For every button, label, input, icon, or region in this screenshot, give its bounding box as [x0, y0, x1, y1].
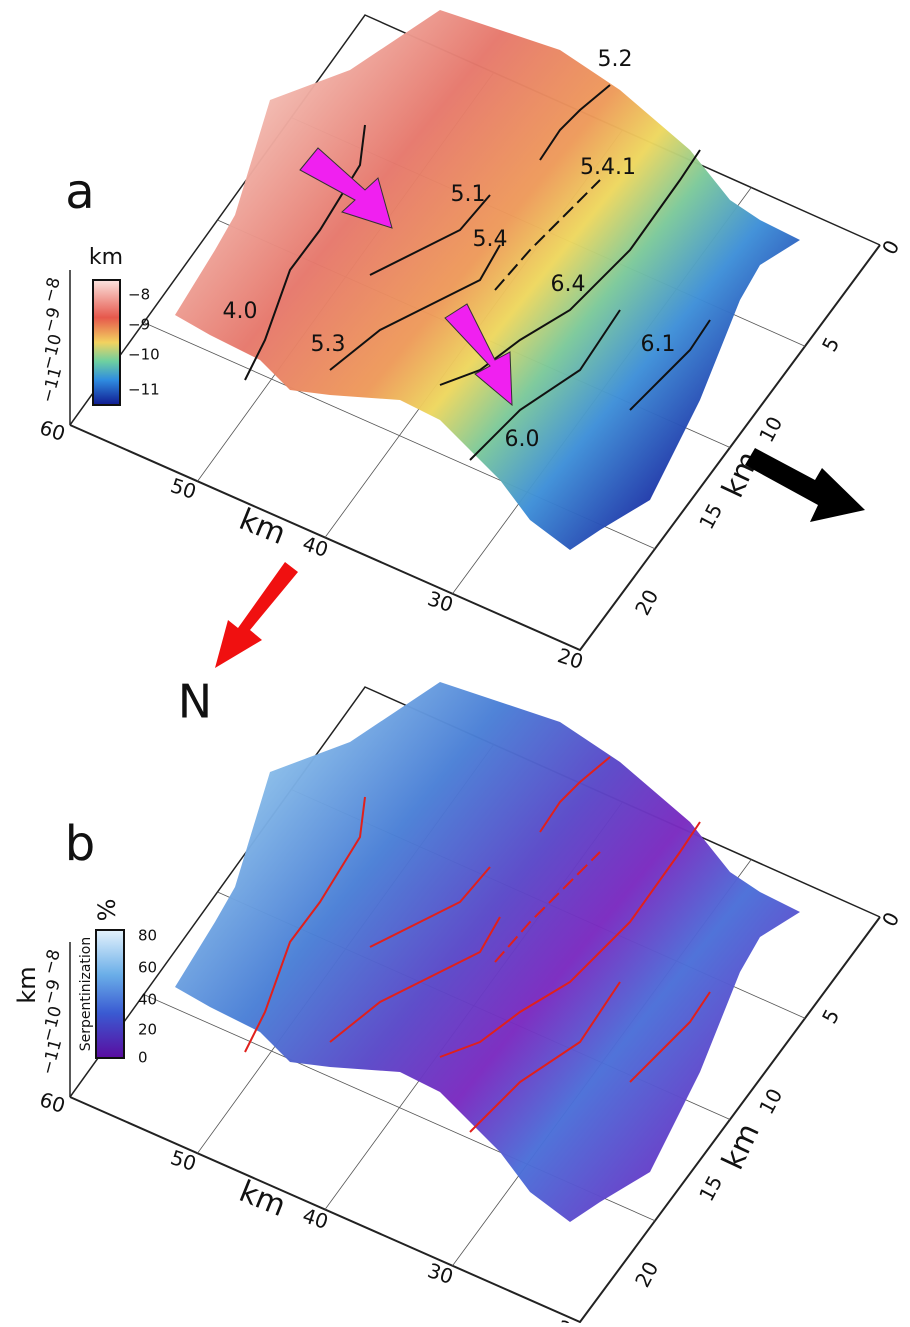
colorbar-tick-label: −9 [128, 316, 150, 334]
colorbar-tick-label: −11 [128, 381, 160, 399]
colorbar-tick-label: 60 [138, 959, 157, 977]
fault-label: 5.3 [311, 332, 346, 357]
north-label: N [178, 675, 212, 729]
z-tick-label: −11 [38, 365, 67, 405]
colorbar-tick-label: −8 [128, 286, 150, 304]
fault-line [244, 796, 366, 1053]
y-tick-label: 15 [694, 499, 727, 533]
colorbar-tick-label: 20 [138, 1021, 157, 1039]
fault-label: 5.2 [598, 47, 633, 72]
fault-line [469, 309, 621, 461]
panel-label: a [65, 164, 94, 220]
fault-line [369, 194, 491, 276]
fault-line [539, 756, 611, 833]
fault-line [369, 866, 491, 948]
x-axis-title: km [234, 1174, 290, 1224]
y-tick-label: 5 [817, 1005, 844, 1028]
y-axis-title: km [715, 1118, 766, 1175]
y-tick-label: 5 [817, 333, 844, 356]
z-tick-label: −11 [38, 1037, 67, 1077]
fault-line [629, 319, 711, 411]
x-tick-label: 20 [555, 1315, 587, 1323]
colorbar-tick-label: 40 [138, 991, 157, 1009]
y-tick-label: 10 [754, 1084, 787, 1118]
x-tick-label: 60 [37, 415, 69, 446]
fault-label: 5.4 [473, 227, 508, 252]
direction-arrow [745, 448, 865, 522]
axis-box [69, 244, 881, 652]
axis-box [69, 686, 881, 1098]
z-axis-title: km [13, 966, 41, 1003]
x-axis-title: km [234, 502, 290, 552]
fault-line [244, 124, 366, 381]
colorbar-tick-label: −10 [128, 346, 160, 364]
y-tick-label: 20 [630, 585, 663, 619]
axis-box [69, 916, 881, 1324]
colorbar [95, 929, 125, 1059]
x-tick-label: 30 [425, 1258, 457, 1289]
fault-line [494, 851, 601, 963]
z-tick-label: −8 [39, 947, 65, 976]
colorbar-title: km [89, 245, 123, 270]
slip-arrow [444, 303, 513, 407]
z-tick-label: −9 [39, 977, 65, 1006]
x-tick-label: 50 [168, 1145, 200, 1176]
z-tick-label: −10 [38, 332, 67, 372]
fault-line [494, 179, 601, 291]
colorbar-title: % [93, 899, 121, 922]
colorbar-tick-label: 0 [138, 1049, 148, 1067]
z-tick-label: −8 [39, 275, 65, 304]
colorbar [92, 279, 121, 406]
x-tick-label: 50 [168, 473, 200, 504]
panel-label: b [65, 816, 95, 872]
y-tick-label: 0 [877, 236, 904, 259]
z-tick-label: −10 [38, 1004, 67, 1044]
axis-box [69, 14, 881, 426]
fault-label: 6.0 [505, 427, 540, 452]
y-tick-label: 20 [630, 1257, 663, 1291]
fault-label: 4.0 [223, 299, 258, 324]
fault-line [329, 244, 501, 371]
slip-arrow [299, 147, 393, 229]
fault-line [329, 916, 501, 1043]
x-tick-label: 30 [425, 586, 457, 617]
colorbar-axis-title: Serpentinization [78, 937, 94, 1052]
fault-line [439, 149, 701, 386]
x-tick-label: 60 [37, 1087, 69, 1118]
fault-label: 6.1 [641, 332, 676, 357]
fault-line [539, 84, 611, 161]
north-arrow [215, 562, 298, 668]
fault-line [469, 981, 621, 1133]
fault-label: 5.1 [451, 182, 486, 207]
y-tick-label: 0 [877, 908, 904, 931]
colorbar-tick-label: 80 [138, 927, 157, 945]
fault-label: 5.4.1 [580, 155, 636, 180]
fault-label: 6.4 [551, 272, 586, 297]
fault-line [629, 991, 711, 1083]
z-tick-label: −9 [39, 305, 65, 334]
y-tick-label: 10 [754, 412, 787, 446]
y-tick-label: 15 [694, 1171, 727, 1205]
surface [175, 682, 800, 1222]
fault-line [439, 821, 701, 1058]
surface [175, 10, 800, 550]
